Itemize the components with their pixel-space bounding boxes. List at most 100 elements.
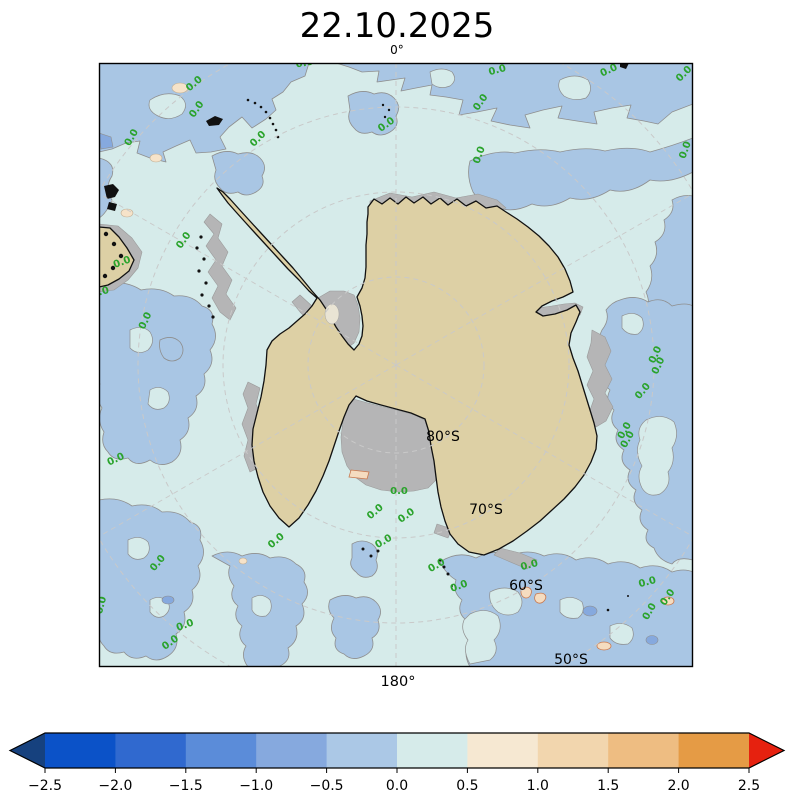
colorbar-segment xyxy=(326,733,398,768)
sea-dark-patch xyxy=(645,635,659,645)
contour-label-0: 0.0 xyxy=(519,558,539,573)
sea-blob xyxy=(347,91,399,136)
colorbar-segment xyxy=(45,733,116,768)
south-georgia-island xyxy=(206,116,223,126)
south-coast-gray xyxy=(493,547,538,570)
sea-blob xyxy=(99,282,216,465)
falkland-islands xyxy=(107,202,117,211)
contour-label-0: 0.0 xyxy=(637,575,657,590)
island-dot xyxy=(102,273,108,279)
contour-label-0: 0.0 xyxy=(390,486,408,497)
balleny-islands xyxy=(442,565,446,569)
island-dot xyxy=(259,105,263,109)
island-dot xyxy=(606,608,610,612)
peach-patch xyxy=(661,596,675,606)
sea-hole xyxy=(462,610,501,665)
sea-dark-patch xyxy=(582,605,598,617)
sea-negative-anomaly-blobs xyxy=(99,63,693,667)
colorbar-tick-label: 2.0 xyxy=(667,778,689,794)
contour-label-0: 0.0 xyxy=(487,63,507,78)
tierra-del-fuego xyxy=(99,226,135,288)
sea-hole xyxy=(621,313,644,335)
island-dot xyxy=(451,585,453,587)
colorbar-tick-label: −2.5 xyxy=(28,778,62,794)
latitude-label: 70°S xyxy=(469,502,503,518)
island-dot xyxy=(204,281,208,285)
sea-hole xyxy=(609,623,634,645)
kerguelen-island xyxy=(620,63,629,69)
colorbar-tick-label: −1.0 xyxy=(239,778,273,794)
contour-label-0: 0.0 xyxy=(90,285,110,300)
colorbar-segment xyxy=(467,733,539,768)
colorbar-tick-label: −2.0 xyxy=(98,778,132,794)
island-dot xyxy=(264,110,268,114)
island-dot xyxy=(246,98,250,102)
sea-hole xyxy=(147,387,170,410)
colorbar-segment xyxy=(678,733,750,768)
island-dot xyxy=(207,304,211,308)
ross-ice-shelf xyxy=(340,397,437,493)
island-dot xyxy=(103,231,109,237)
sea-positive-holes xyxy=(127,68,677,665)
island-dot xyxy=(195,246,199,250)
island-dot xyxy=(361,547,365,551)
balleny-islands xyxy=(438,558,442,562)
latitude-circle xyxy=(307,276,485,454)
colorbar: −2.5 −2.0 −1.5 −1.0 −0.5 0.0 0.5 1.0 1.5 2.0 2.5 xyxy=(8,732,786,794)
colorbar-tick-label: −1.5 xyxy=(169,778,203,794)
island-dot xyxy=(200,293,204,297)
peach-patch xyxy=(534,592,547,604)
sea-blob xyxy=(211,151,265,196)
peach-patch xyxy=(520,586,532,599)
peninsula-west-gray xyxy=(203,213,237,321)
page-title: 22.10.2025 xyxy=(300,6,495,46)
colorbar-segment xyxy=(115,733,187,768)
balleny-islands xyxy=(446,572,450,576)
peach-patch xyxy=(171,82,189,94)
sea-blob xyxy=(99,63,310,163)
ronne-polynya-hole xyxy=(324,303,340,325)
latitude-label: 60°S xyxy=(509,578,543,594)
peach-patch xyxy=(149,153,163,163)
sea-hole xyxy=(558,75,591,100)
island-dot xyxy=(268,116,272,120)
sea-hole xyxy=(637,416,677,496)
island-dot xyxy=(110,265,116,271)
latitude-label: 50°S xyxy=(554,652,588,668)
island-dot xyxy=(118,253,124,259)
island-dot xyxy=(381,103,385,107)
sea-dark-patch xyxy=(161,595,175,605)
peach-patch xyxy=(348,469,370,480)
sea-hole xyxy=(148,93,186,119)
sea-blob xyxy=(335,63,693,129)
island-dot xyxy=(627,595,629,597)
sea-stronger-negative-patches xyxy=(99,132,659,645)
sea-blob xyxy=(99,498,204,661)
map-content: 0.00.00.00.00.00.00.00.00.00.0 0.00.00.00… xyxy=(90,63,693,667)
islands xyxy=(102,63,629,612)
peach-patch xyxy=(596,641,612,651)
sea-blob xyxy=(350,540,378,578)
colorbar-tick-label: 1.0 xyxy=(527,778,549,794)
island-dot xyxy=(376,549,380,553)
contour-label-0: 0.0 xyxy=(677,140,693,160)
sea-hole xyxy=(129,327,153,353)
island-dot xyxy=(253,101,257,105)
island-dot xyxy=(111,241,117,247)
island-dot xyxy=(383,115,387,119)
island-dot xyxy=(197,269,201,273)
meridian-label-180: 180° xyxy=(381,674,416,690)
map-frame xyxy=(98,62,694,668)
island-dot xyxy=(271,122,275,126)
meridian-label-0: 0° xyxy=(390,43,404,57)
island-dot xyxy=(211,315,215,319)
colorbar-tick-label: 0.5 xyxy=(456,778,478,794)
colorbar-tick-label: 0.0 xyxy=(386,778,408,794)
colorbar-segment xyxy=(256,733,328,768)
east-coast-gray xyxy=(586,329,614,428)
graticule xyxy=(99,63,693,667)
sea-blob xyxy=(159,337,184,362)
colorbar-over-arrow xyxy=(749,733,784,768)
